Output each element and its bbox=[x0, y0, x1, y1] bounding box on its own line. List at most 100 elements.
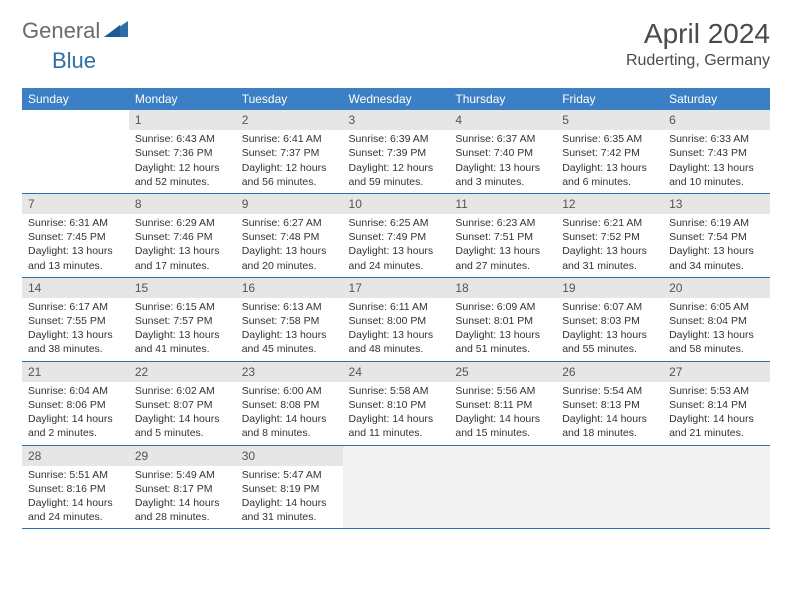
sunset-line: Sunset: 7:40 PM bbox=[455, 146, 550, 160]
calendar-cell: 18Sunrise: 6:09 AMSunset: 8:01 PMDayligh… bbox=[449, 277, 556, 361]
sunset-line: Sunset: 7:45 PM bbox=[28, 230, 123, 244]
sunrise-line: Sunrise: 6:11 AM bbox=[349, 300, 444, 314]
calendar-cell: 23Sunrise: 6:00 AMSunset: 8:08 PMDayligh… bbox=[236, 361, 343, 445]
calendar-cell bbox=[343, 445, 450, 529]
daylight-line: Daylight: 14 hours and 24 minutes. bbox=[28, 496, 123, 524]
day-number: 12 bbox=[556, 194, 663, 214]
calendar-cell: 17Sunrise: 6:11 AMSunset: 8:00 PMDayligh… bbox=[343, 277, 450, 361]
day-details: Sunrise: 6:09 AMSunset: 8:01 PMDaylight:… bbox=[449, 298, 556, 361]
calendar-cell: 28Sunrise: 5:51 AMSunset: 8:16 PMDayligh… bbox=[22, 445, 129, 529]
day-details: Sunrise: 6:02 AMSunset: 8:07 PMDaylight:… bbox=[129, 382, 236, 445]
day-details: Sunrise: 5:53 AMSunset: 8:14 PMDaylight:… bbox=[663, 382, 770, 445]
sunrise-line: Sunrise: 6:09 AM bbox=[455, 300, 550, 314]
sunset-line: Sunset: 7:37 PM bbox=[242, 146, 337, 160]
weekday-header: Monday bbox=[129, 88, 236, 110]
daylight-line: Daylight: 13 hours and 13 minutes. bbox=[28, 244, 123, 272]
sunrise-line: Sunrise: 5:56 AM bbox=[455, 384, 550, 398]
day-details: Sunrise: 6:31 AMSunset: 7:45 PMDaylight:… bbox=[22, 214, 129, 277]
daylight-line: Daylight: 12 hours and 52 minutes. bbox=[135, 161, 230, 189]
daylight-line: Daylight: 12 hours and 59 minutes. bbox=[349, 161, 444, 189]
sunset-line: Sunset: 8:13 PM bbox=[562, 398, 657, 412]
day-number: 14 bbox=[22, 278, 129, 298]
sunrise-line: Sunrise: 6:15 AM bbox=[135, 300, 230, 314]
day-number: 2 bbox=[236, 110, 343, 130]
calendar-cell: 27Sunrise: 5:53 AMSunset: 8:14 PMDayligh… bbox=[663, 361, 770, 445]
sunset-line: Sunset: 8:14 PM bbox=[669, 398, 764, 412]
day-details: Sunrise: 6:15 AMSunset: 7:57 PMDaylight:… bbox=[129, 298, 236, 361]
day-details: Sunrise: 6:05 AMSunset: 8:04 PMDaylight:… bbox=[663, 298, 770, 361]
calendar-cell: 26 Sunrise: 5:54 AMSunset: 8:13 PMDayligh… bbox=[556, 361, 663, 445]
calendar-cell: 21Sunrise: 6:04 AMSunset: 8:06 PMDayligh… bbox=[22, 361, 129, 445]
daylight-line: Daylight: 14 hours and 18 minutes. bbox=[562, 412, 657, 440]
day-number: 20 bbox=[663, 278, 770, 298]
sunset-line: Sunset: 7:52 PM bbox=[562, 230, 657, 244]
day-number: 30 bbox=[236, 446, 343, 466]
daylight-line: Daylight: 12 hours and 56 minutes. bbox=[242, 161, 337, 189]
calendar-cell: 30Sunrise: 5:47 AMSunset: 8:19 PMDayligh… bbox=[236, 445, 343, 529]
weekday-header: Saturday bbox=[663, 88, 770, 110]
day-details: Sunrise: 6:17 AMSunset: 7:55 PMDaylight:… bbox=[22, 298, 129, 361]
sunrise-line: Sunrise: 5:58 AM bbox=[349, 384, 444, 398]
day-details: Sunrise: 5:56 AMSunset: 8:11 PMDaylight:… bbox=[449, 382, 556, 445]
sunset-line: Sunset: 7:55 PM bbox=[28, 314, 123, 328]
day-number: 1 bbox=[129, 110, 236, 130]
day-details: Sunrise: 6:04 AMSunset: 8:06 PMDaylight:… bbox=[22, 382, 129, 445]
sunset-line: Sunset: 8:11 PM bbox=[455, 398, 550, 412]
sunset-line: Sunset: 7:51 PM bbox=[455, 230, 550, 244]
calendar-row: 21Sunrise: 6:04 AMSunset: 8:06 PMDayligh… bbox=[22, 361, 770, 445]
sunrise-line: Sunrise: 6:41 AM bbox=[242, 132, 337, 146]
day-number: 26 bbox=[556, 362, 663, 382]
sunset-line: Sunset: 8:01 PM bbox=[455, 314, 550, 328]
day-number: 21 bbox=[22, 362, 129, 382]
sunrise-line: Sunrise: 6:43 AM bbox=[135, 132, 230, 146]
sunset-line: Sunset: 7:58 PM bbox=[242, 314, 337, 328]
day-number: 27 bbox=[663, 362, 770, 382]
daylight-line: Daylight: 13 hours and 41 minutes. bbox=[135, 328, 230, 356]
calendar-row: 28Sunrise: 5:51 AMSunset: 8:16 PMDayligh… bbox=[22, 445, 770, 529]
day-details: Sunrise: 6:43 AMSunset: 7:36 PMDaylight:… bbox=[129, 130, 236, 193]
calendar-cell: 20Sunrise: 6:05 AMSunset: 8:04 PMDayligh… bbox=[663, 277, 770, 361]
day-number: 17 bbox=[343, 278, 450, 298]
sunrise-line: Sunrise: 6:02 AM bbox=[135, 384, 230, 398]
calendar-cell: 2 Sunrise: 6:41 AMSunset: 7:37 PMDaylight… bbox=[236, 110, 343, 193]
weekday-header: Tuesday bbox=[236, 88, 343, 110]
sunrise-line: Sunrise: 6:00 AM bbox=[242, 384, 337, 398]
day-number: 13 bbox=[663, 194, 770, 214]
calendar-cell: 25Sunrise: 5:56 AMSunset: 8:11 PMDayligh… bbox=[449, 361, 556, 445]
calendar-cell: 11Sunrise: 6:23 AMSunset: 7:51 PMDayligh… bbox=[449, 193, 556, 277]
daylight-line: Daylight: 13 hours and 17 minutes. bbox=[135, 244, 230, 272]
calendar-cell: 9Sunrise: 6:27 AMSunset: 7:48 PMDaylight… bbox=[236, 193, 343, 277]
calendar-cell: 24Sunrise: 5:58 AMSunset: 8:10 PMDayligh… bbox=[343, 361, 450, 445]
day-number: 6 bbox=[663, 110, 770, 130]
daylight-line: Daylight: 14 hours and 8 minutes. bbox=[242, 412, 337, 440]
day-details: Sunrise: 6:27 AMSunset: 7:48 PMDaylight:… bbox=[236, 214, 343, 277]
sunset-line: Sunset: 7:36 PM bbox=[135, 146, 230, 160]
calendar-cell: 8Sunrise: 6:29 AMSunset: 7:46 PMDaylight… bbox=[129, 193, 236, 277]
day-details: Sunrise: 6:37 AMSunset: 7:40 PMDaylight:… bbox=[449, 130, 556, 193]
daylight-line: Daylight: 14 hours and 21 minutes. bbox=[669, 412, 764, 440]
day-number: 22 bbox=[129, 362, 236, 382]
day-number: 11 bbox=[449, 194, 556, 214]
day-details: Sunrise: 6:29 AMSunset: 7:46 PMDaylight:… bbox=[129, 214, 236, 277]
sunrise-line: Sunrise: 6:35 AM bbox=[562, 132, 657, 146]
calendar-cell: 16Sunrise: 6:13 AMSunset: 7:58 PMDayligh… bbox=[236, 277, 343, 361]
sunset-line: Sunset: 7:54 PM bbox=[669, 230, 764, 244]
sunset-line: Sunset: 8:06 PM bbox=[28, 398, 123, 412]
sunrise-line: Sunrise: 5:51 AM bbox=[28, 468, 123, 482]
sunrise-line: Sunrise: 6:07 AM bbox=[562, 300, 657, 314]
month-title: April 2024 bbox=[626, 18, 770, 50]
day-number: 16 bbox=[236, 278, 343, 298]
calendar-row: 1Sunrise: 6:43 AMSunset: 7:36 PMDaylight… bbox=[22, 110, 770, 193]
sunset-line: Sunset: 7:39 PM bbox=[349, 146, 444, 160]
sunrise-line: Sunrise: 6:17 AM bbox=[28, 300, 123, 314]
daylight-line: Daylight: 13 hours and 6 minutes. bbox=[562, 161, 657, 189]
location: Ruderting, Germany bbox=[626, 52, 770, 70]
sunrise-line: Sunrise: 5:54 AM bbox=[562, 384, 657, 398]
day-details: Sunrise: 5:47 AMSunset: 8:19 PMDaylight:… bbox=[236, 466, 343, 529]
daylight-line: Daylight: 13 hours and 45 minutes. bbox=[242, 328, 337, 356]
calendar-cell: 29Sunrise: 5:49 AMSunset: 8:17 PMDayligh… bbox=[129, 445, 236, 529]
sunrise-line: Sunrise: 6:31 AM bbox=[28, 216, 123, 230]
day-number: 8 bbox=[129, 194, 236, 214]
calendar-row: 7Sunrise: 6:31 AMSunset: 7:45 PMDaylight… bbox=[22, 193, 770, 277]
sunset-line: Sunset: 7:49 PM bbox=[349, 230, 444, 244]
